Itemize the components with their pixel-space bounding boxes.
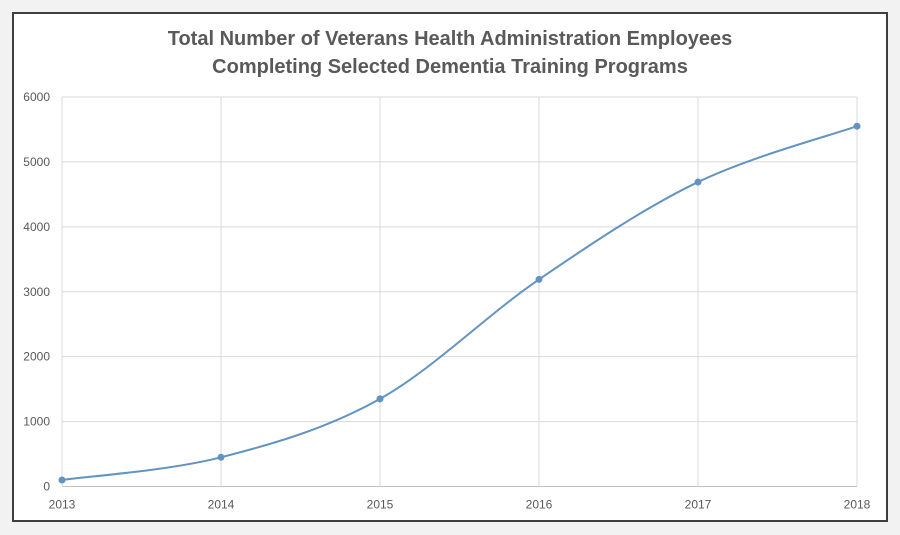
y-tick-label: 3000: [23, 285, 50, 299]
data-point: [58, 476, 66, 484]
x-tick-label: 2017: [685, 498, 712, 512]
x-tick-label: 2015: [367, 498, 394, 512]
y-tick-label: 4000: [23, 220, 50, 234]
x-tick-label: 2018: [844, 498, 871, 512]
chart-title-line-1: Total Number of Veterans Health Administ…: [167, 28, 733, 50]
data-point: [376, 395, 384, 403]
y-tick-label: 5000: [23, 155, 50, 169]
data-point: [535, 275, 543, 283]
data-point: [853, 122, 861, 130]
y-tick-label: 6000: [23, 90, 50, 104]
y-tick-label: 1000: [23, 415, 50, 429]
y-tick-label: 2000: [23, 350, 50, 364]
y-tick-label: 0: [43, 480, 50, 494]
series-line: [61, 125, 858, 481]
x-tick-label: 2013: [49, 498, 76, 512]
data-point: [217, 453, 225, 461]
x-tick-label: 2014: [208, 498, 235, 512]
x-tick-label: 2016: [526, 498, 553, 512]
chart-title-line-2: Completing Selected Dementia Training Pr…: [212, 56, 688, 78]
data-point: [694, 178, 702, 186]
